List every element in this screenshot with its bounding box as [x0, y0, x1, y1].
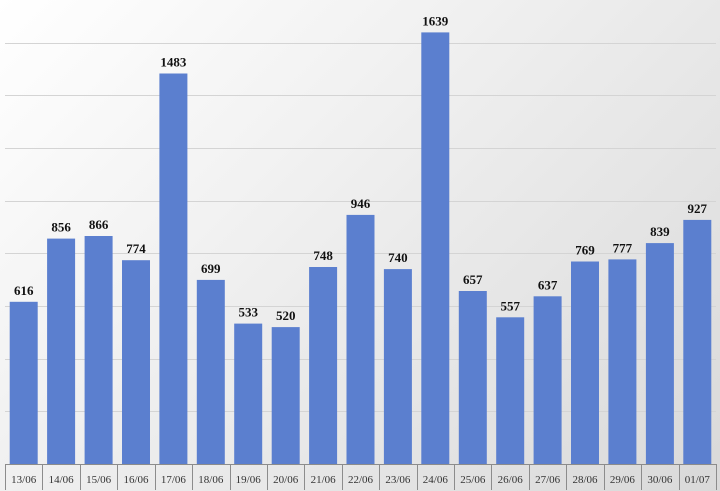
bar-16/06 [122, 260, 150, 464]
x-tick-label: 13/06 [11, 474, 37, 486]
x-tick-label: 22/06 [348, 474, 374, 486]
bar-01/07 [683, 219, 712, 464]
x-tick-label: 23/06 [385, 474, 411, 486]
data-label: 777 [613, 240, 633, 255]
data-label: 533 [238, 305, 258, 320]
bar-18/06 [196, 279, 225, 464]
x-tick-label: 26/06 [498, 474, 524, 486]
bar-30/06 [645, 243, 674, 464]
data-label: 769 [575, 243, 595, 258]
bar-21/06 [309, 267, 338, 464]
x-tick-label: 14/06 [49, 474, 75, 486]
bar-17/06 [159, 73, 188, 464]
bar-13/06 [9, 301, 38, 464]
data-label: 637 [538, 277, 558, 292]
bar-14/06 [47, 238, 76, 464]
data-label: 866 [89, 217, 109, 232]
x-tick-label: 29/06 [610, 474, 636, 486]
bar-19/06 [234, 323, 263, 464]
data-label: 1639 [422, 13, 449, 28]
x-axis: 13/06 14/06 15/06 16/06 17/06 18/06 19/06 20/06… [5, 464, 717, 490]
data-label: 856 [51, 220, 71, 235]
x-tick-label: 21/06 [311, 474, 337, 486]
x-tick-label: 27/06 [535, 474, 561, 486]
x-tick-label: 28/06 [572, 474, 598, 486]
data-label: 1483 [160, 55, 187, 70]
x-tick-label: 25/06 [460, 474, 486, 486]
data-label: 699 [201, 261, 221, 276]
data-label: 740 [388, 250, 408, 265]
x-tick-label: 17/06 [161, 474, 187, 486]
data-label: 557 [500, 298, 520, 313]
bar-23/06 [383, 269, 412, 464]
bar-28/06 [571, 261, 599, 464]
bar-15/06 [84, 236, 113, 464]
data-labels: 616 856 866 774 1483 699 533 520 748 946 740 1639 65… [14, 13, 708, 323]
bar-27/06 [533, 296, 562, 464]
x-tick-label: 15/06 [86, 474, 112, 486]
bar-22/06 [346, 214, 375, 464]
x-tick-label: 19/06 [236, 474, 262, 486]
data-label: 774 [126, 241, 146, 256]
x-tick-label: 20/06 [273, 474, 299, 486]
data-label: 748 [313, 248, 333, 263]
x-tick-label: 24/06 [423, 474, 449, 486]
x-tick-label: 16/06 [123, 474, 149, 486]
bar-24/06 [421, 32, 450, 465]
data-label: 927 [688, 201, 708, 216]
bar-20/06 [271, 327, 300, 464]
bar-29/06 [608, 259, 637, 464]
x-tick-label: 01/07 [685, 474, 711, 486]
data-label: 657 [463, 272, 483, 287]
bar-26/06 [496, 317, 525, 464]
x-tick-label: 30/06 [647, 474, 673, 486]
data-label: 946 [351, 196, 371, 211]
bars [9, 32, 712, 465]
data-label: 839 [650, 224, 670, 239]
bar-25/06 [458, 291, 487, 464]
data-label: 616 [14, 283, 34, 298]
data-label: 520 [276, 308, 296, 323]
x-tick-label: 18/06 [198, 474, 224, 486]
